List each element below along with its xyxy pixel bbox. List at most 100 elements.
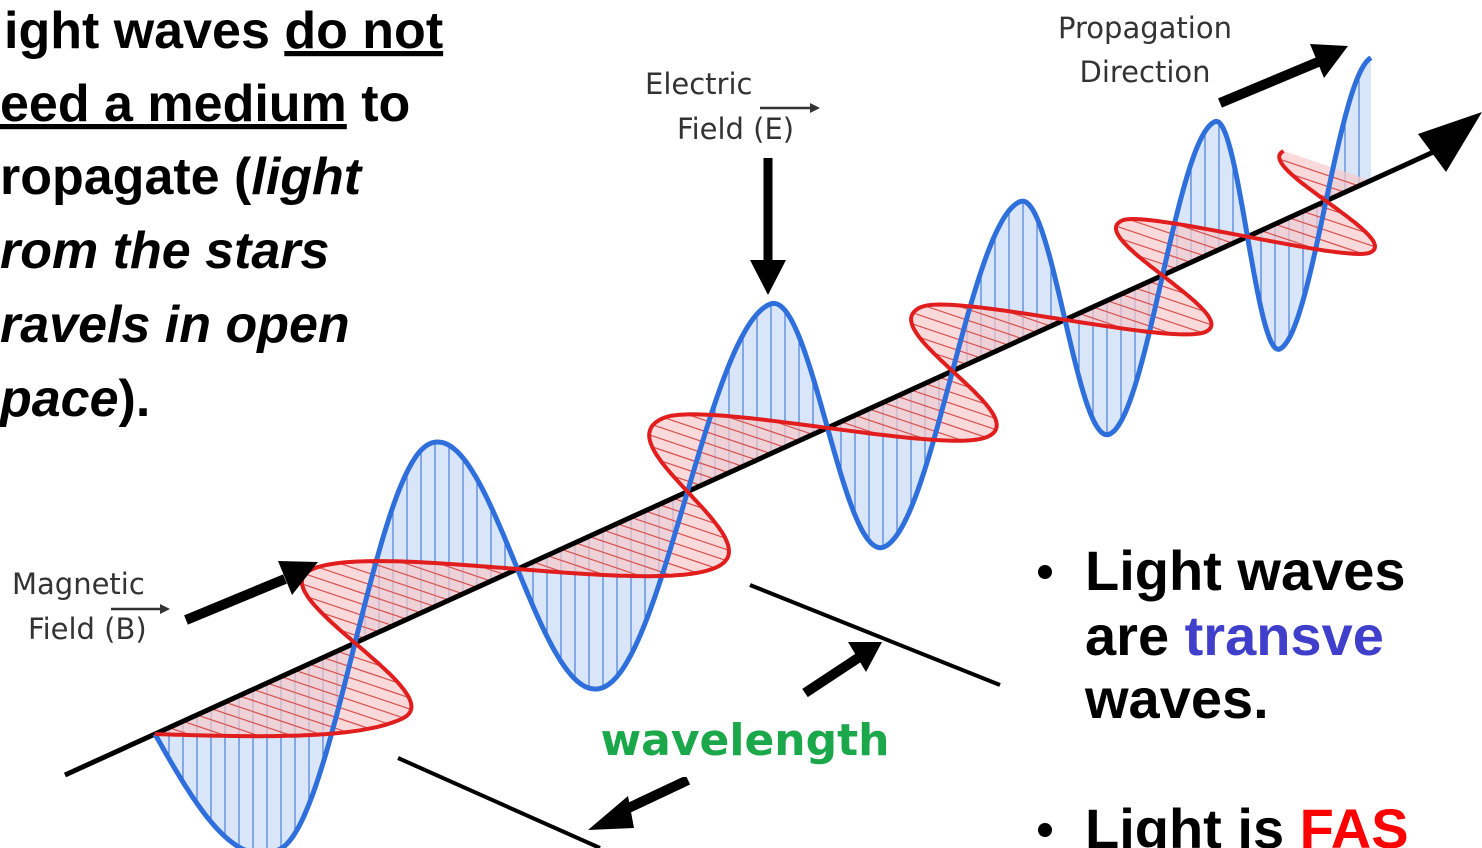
magnetic-hatch [366, 560, 464, 595]
label: Propagation [1058, 11, 1232, 45]
magnetic-hatch [399, 560, 478, 589]
magnetic-hatch [673, 475, 702, 487]
magnetic-hatch [1134, 287, 1205, 313]
magnetic-hatch [182, 720, 227, 737]
magnetic-hatch [574, 542, 673, 577]
magnetic-hatch [630, 516, 730, 551]
magnetic-hatch [910, 389, 996, 419]
text: FAS [1300, 797, 1409, 848]
vector-arrow [111, 604, 170, 614]
bullet [1038, 565, 1052, 579]
magnetic-hatch [210, 707, 292, 737]
magnetic-hatch [868, 408, 964, 442]
text-line: ight waves do not [4, 2, 443, 60]
text: do not [284, 2, 443, 60]
arrows [184, 44, 1348, 848]
text: Light waves [1085, 539, 1406, 602]
magnetic-hatch [1116, 225, 1206, 257]
magnetic-hatch [437, 562, 492, 582]
label-background [590, 697, 910, 777]
label: Electric [645, 67, 752, 101]
magnetic-hatch [1137, 254, 1178, 270]
text-line: ropagate (light [0, 148, 364, 206]
magnetic-hatch [294, 669, 412, 710]
magnetic-hatch [224, 701, 321, 736]
magnetic-hatch [560, 548, 642, 577]
magnetic-hatch [196, 714, 261, 737]
text-line: are transve [1085, 604, 1384, 667]
text: light [251, 148, 363, 206]
magnetic-hatch [911, 323, 996, 353]
text: to [347, 75, 411, 133]
magnetic-hatch [336, 650, 382, 667]
magnetic-hatch [1302, 210, 1367, 234]
text-line: Light is FAS [1085, 797, 1409, 848]
magnetic-hatch [308, 663, 410, 699]
text: transve [1185, 604, 1384, 667]
magnetic-hatch [933, 352, 968, 365]
magnetic-wave [154, 149, 1378, 739]
magnetic-hatch [919, 336, 982, 359]
magnetic-arrow [184, 574, 287, 625]
magnetic-hatch [651, 446, 730, 474]
electric-wave [152, 55, 1373, 848]
text: pace [0, 370, 119, 428]
magnetic-hatch [1148, 281, 1187, 295]
magnetic-hatch [546, 555, 605, 576]
text: waves. [1084, 667, 1269, 730]
wavelength-arrow [617, 775, 691, 817]
magnetic-hatch [924, 382, 987, 405]
magnetic-hatch [1092, 306, 1174, 335]
wavelength-guide [397, 756, 601, 848]
magnetic-hatch [672, 497, 704, 509]
magnetic-hatch [304, 573, 422, 614]
text-line: rom the stars [0, 222, 329, 280]
magnetic-hatch [660, 460, 716, 480]
wavelength-label: wavelength [601, 715, 890, 766]
text: are [1085, 604, 1185, 667]
magnetic-hatch [338, 562, 450, 601]
magnetic-hatch [1279, 158, 1360, 187]
magnetic-hatch [724, 415, 800, 442]
text-line: eed a medium to [0, 75, 410, 133]
text: Light is [1085, 797, 1300, 848]
magnetic-hatch [924, 305, 1024, 340]
magnetic-hatch [1288, 217, 1376, 248]
label: Field (B) [28, 612, 147, 646]
magnetic-hatch [882, 402, 987, 438]
magnetic-hatch [652, 424, 758, 461]
magnetic-hatch [252, 688, 370, 730]
magnetic-arrowhead [278, 561, 318, 595]
magnetic-hatch [307, 596, 394, 627]
magnetic-hatch [322, 656, 399, 684]
magnetic-hatch [896, 395, 996, 431]
magnetic-hatch [664, 417, 772, 455]
magnetic-wave-fill [155, 151, 1375, 737]
text: rom the stars [0, 222, 329, 280]
magnetic-hatch [938, 376, 971, 389]
text: ). [119, 370, 151, 428]
magnetic-hatch [1120, 293, 1212, 326]
text: ropagate ( [0, 148, 252, 206]
text-line: pace). [0, 370, 150, 428]
magnetic-hatch [266, 682, 389, 725]
wavelength-arrowhead [588, 796, 634, 830]
bullets: Light waves are transve waves. Light is … [1038, 539, 1409, 848]
vector-arrow [760, 103, 820, 113]
text-line: waves. [1084, 667, 1269, 730]
magnetic-hatch [649, 434, 744, 467]
text-background [1010, 520, 1482, 848]
axis-arrowhead [1418, 112, 1482, 172]
bullet [1038, 823, 1052, 837]
magnetic-hatch [602, 529, 716, 569]
propagation-axis [63, 146, 1442, 778]
label: Field (E) [677, 112, 794, 146]
magnetic-hatch [854, 414, 927, 440]
text-line: ravels in open [0, 296, 350, 354]
magnetic-hatch [321, 612, 380, 633]
magnetic-hatch [658, 504, 717, 525]
label: Direction [1079, 55, 1210, 89]
magnetic-hatch [1291, 173, 1346, 193]
